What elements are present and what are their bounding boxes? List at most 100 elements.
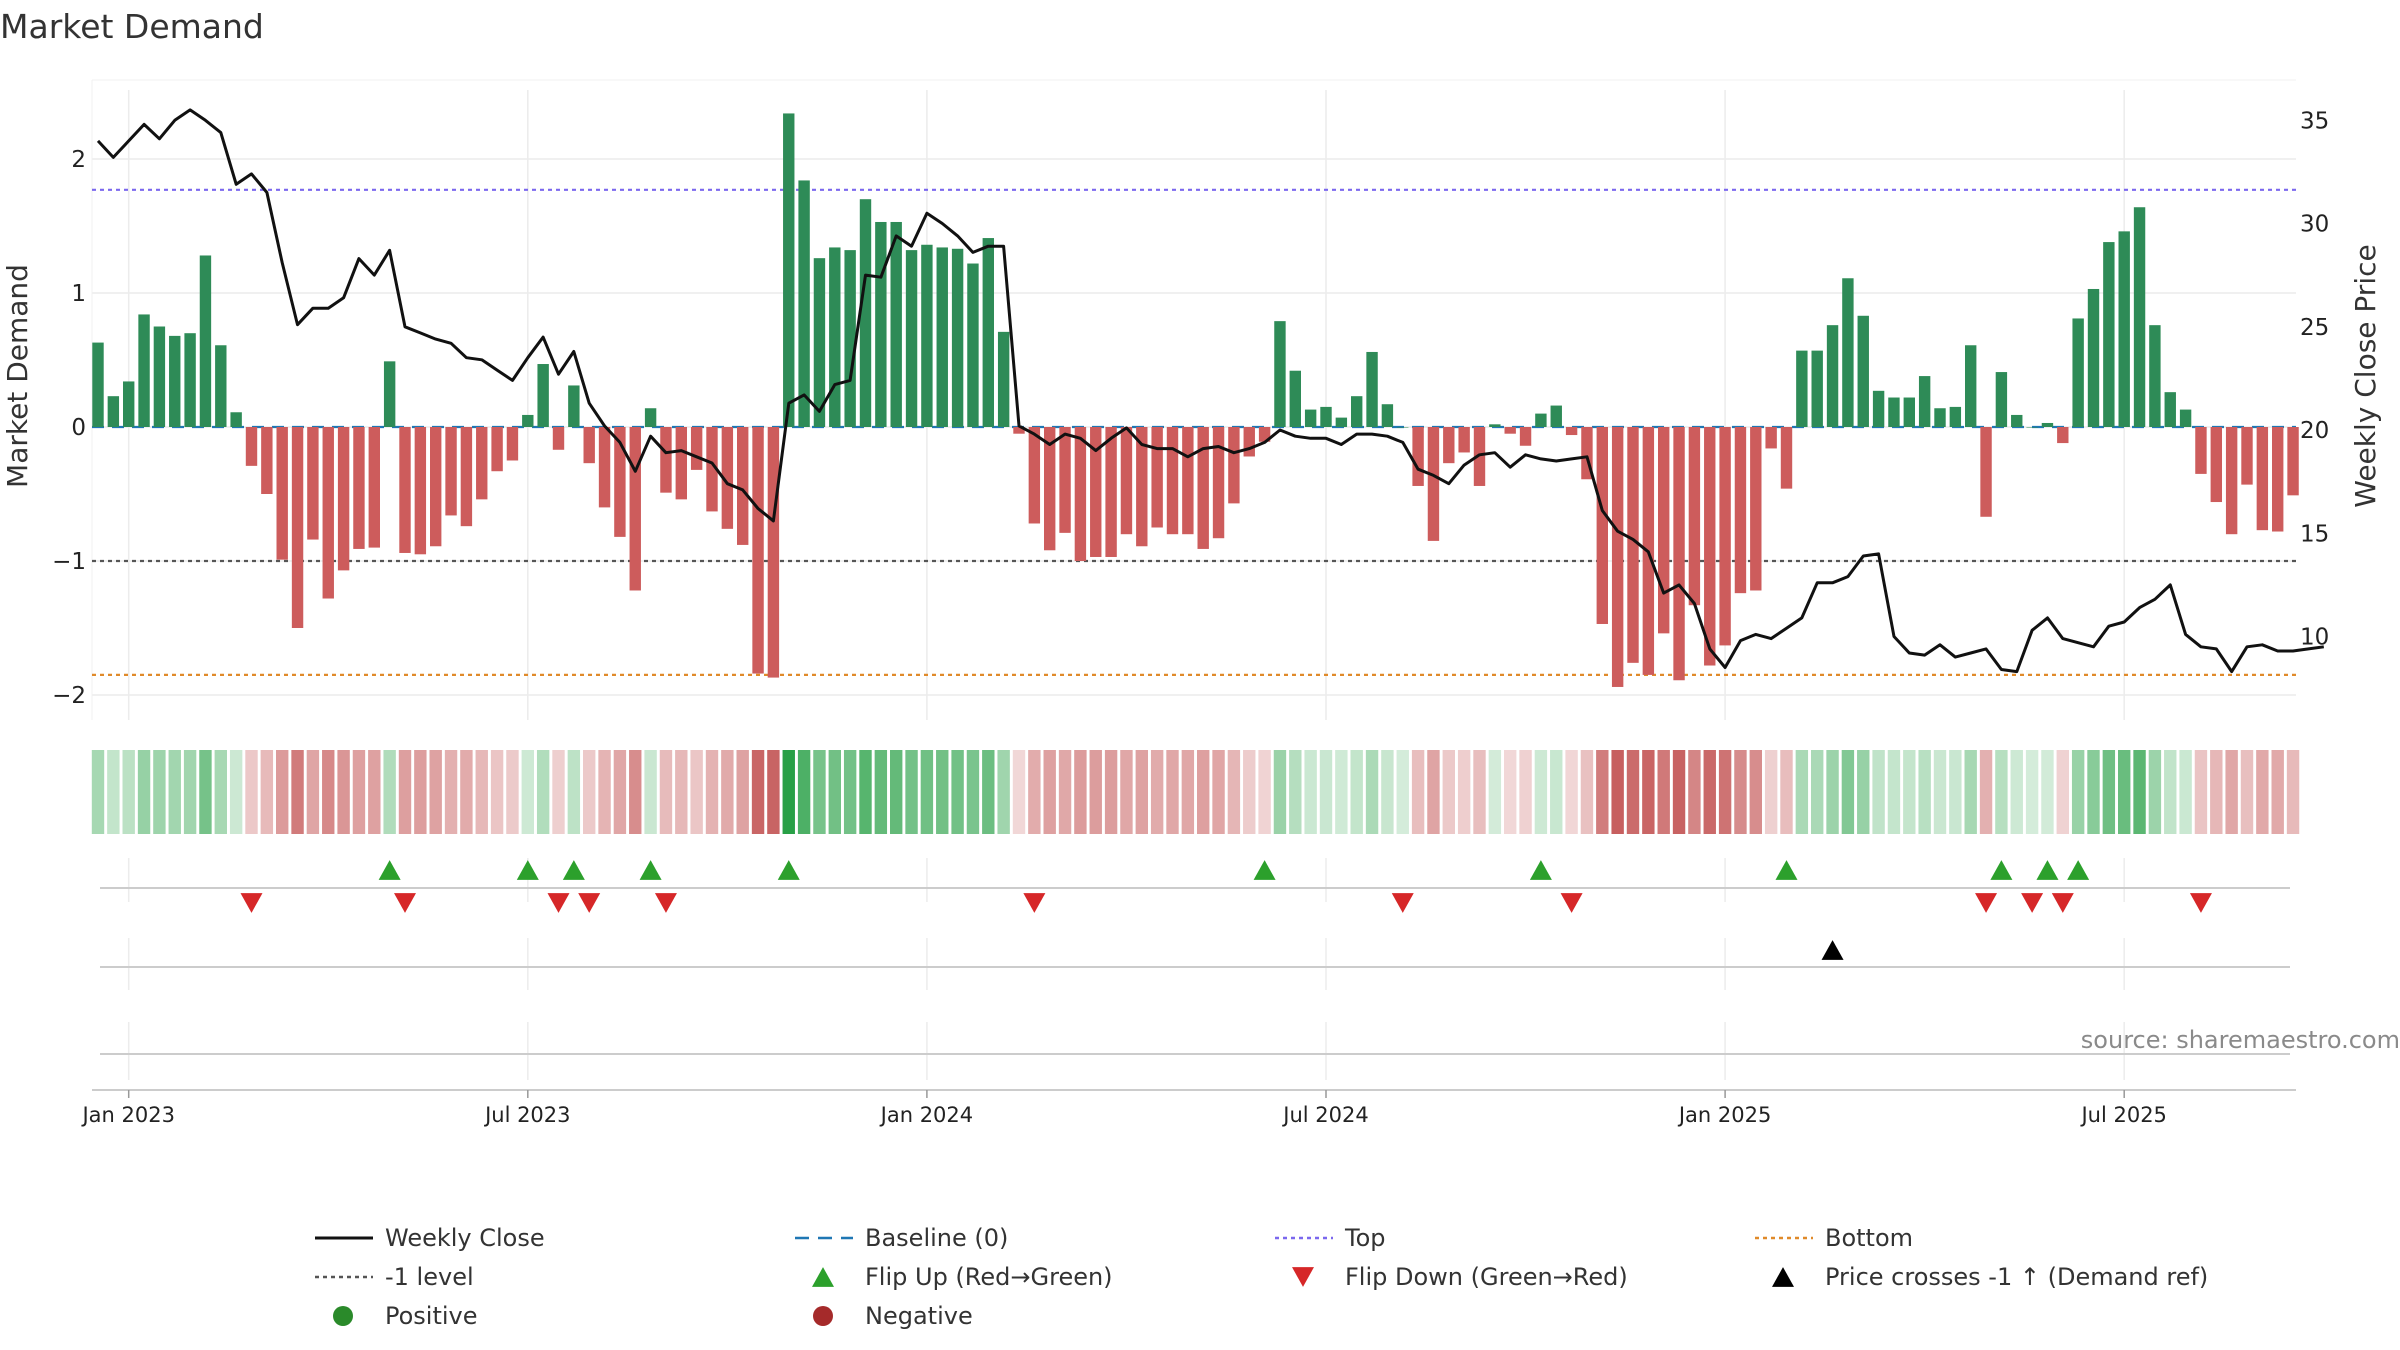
flip-up-marker: [777, 860, 800, 880]
demand-bar: [383, 361, 396, 427]
heat-cell: [1488, 750, 1502, 834]
heat-cell: [460, 750, 473, 834]
demand-bar: [2103, 242, 2115, 427]
demand-bar: [1458, 427, 1470, 453]
demand-bar: [476, 427, 488, 500]
demand-bar: [491, 427, 503, 472]
demand-bar: [2179, 409, 2192, 427]
demand-bar: [1243, 427, 1255, 457]
demand-bar: [1842, 278, 1854, 427]
heat-cell: [1565, 750, 1578, 834]
demand-bar: [1611, 427, 1624, 687]
heat-cell: [2286, 750, 2300, 834]
heat-cell: [1780, 750, 1793, 834]
heat-cell: [1519, 750, 1532, 834]
heat-cell: [966, 750, 980, 834]
demand-bar: [1366, 351, 1378, 427]
heat-cell: [383, 750, 396, 834]
right-tick-label: 25: [2300, 315, 2329, 341]
heat-cell: [797, 750, 811, 834]
heat-cell: [629, 750, 642, 834]
heat-cell: [1872, 750, 1885, 834]
heat-cell: [874, 750, 888, 834]
demand-bar: [1381, 404, 1394, 427]
demand-bar: [353, 427, 365, 549]
demand-bar: [506, 427, 519, 461]
demand-bar: [2272, 427, 2284, 532]
heat-cell: [705, 750, 719, 834]
reference-levels: [92, 188, 2296, 677]
demand-bar: [1857, 315, 1869, 427]
demand-bar: [1811, 350, 1823, 427]
heat-cell: [414, 750, 427, 834]
legend-item-positive: Positive: [333, 1302, 478, 1330]
demand-bar: [1934, 408, 1946, 427]
legend-item-negative: Negative: [813, 1302, 973, 1330]
legend-item-cross: Price crosses -1 ↑ (Demand ref): [1772, 1263, 2208, 1291]
demand-bar: [1443, 427, 1455, 464]
heat-cell: [1411, 750, 1425, 834]
heat-cell: [552, 750, 565, 834]
demand-bar: [583, 427, 595, 464]
left-axis-ticks: 2 1 0 −1 −2: [52, 147, 86, 709]
heat-cell: [2118, 750, 2131, 834]
demand-bar: [905, 250, 918, 427]
left-axis-label: Market Demand: [1, 264, 34, 488]
demand-bar: [660, 427, 672, 493]
right-tick-label: 20: [2300, 418, 2329, 444]
left-tick-label: −2: [52, 683, 86, 709]
heat-cell: [1734, 750, 1747, 834]
legend-swatch: [333, 1306, 353, 1326]
demand-bar: [1550, 405, 1562, 427]
demand-bar: [1489, 424, 1501, 427]
heat-cell: [583, 750, 596, 834]
heat-cell: [1350, 750, 1363, 834]
heat-cell: [2210, 750, 2223, 834]
flip-down-marker: [654, 893, 677, 913]
demand-bar: [1412, 427, 1424, 486]
heat-cell: [813, 750, 826, 834]
flip-up-marker: [1529, 860, 1552, 880]
demand-bar: [737, 427, 749, 545]
heat-cell: [690, 750, 703, 834]
x-tick-label: Jul 2025: [2079, 1103, 2166, 1127]
legend-label: Flip Down (Green→Red): [1345, 1263, 1628, 1291]
heat-cell: [2102, 750, 2116, 834]
flip-down-marker: [547, 893, 570, 913]
heat-cell: [1335, 750, 1348, 834]
legend-label: Weekly Close: [385, 1224, 545, 1252]
heat-cell: [751, 750, 765, 834]
heat-cell: [1396, 750, 1409, 834]
heat-cell: [1166, 750, 1179, 834]
heat-cell: [767, 750, 780, 834]
demand-bar: [1304, 409, 1317, 427]
heat-cell: [260, 750, 274, 834]
heat-cell: [1365, 750, 1379, 834]
demand-bar: [2133, 207, 2146, 427]
heat-cell: [1718, 750, 1732, 834]
demand-bar: [1258, 427, 1271, 442]
heat-cell: [1258, 750, 1271, 834]
legend-label: Flip Up (Red→Green): [865, 1263, 1113, 1291]
heat-cell: [1442, 750, 1455, 834]
heat-cell: [2041, 750, 2054, 834]
demand-bar: [1627, 427, 1639, 663]
legend-label: Top: [1344, 1224, 1386, 1252]
heat-cell: [567, 750, 581, 834]
heat-cell: [1473, 750, 1486, 834]
demand-bar: [1335, 417, 1348, 427]
heat-cell: [782, 750, 795, 834]
heat-cell: [1964, 750, 1977, 834]
demand-bar: [844, 250, 856, 427]
heat-cell: [1135, 750, 1148, 834]
demand-bar: [522, 414, 534, 427]
heat-cell: [1749, 750, 1762, 834]
heat-cell: [1933, 750, 1947, 834]
heat-cell: [1227, 750, 1241, 834]
heat-cell: [337, 750, 350, 834]
heat-cell: [229, 750, 243, 834]
demand-bar: [997, 331, 1010, 427]
heat-cell: [245, 750, 258, 834]
heat-cell: [1580, 750, 1594, 834]
demand-bar: [1044, 427, 1056, 551]
